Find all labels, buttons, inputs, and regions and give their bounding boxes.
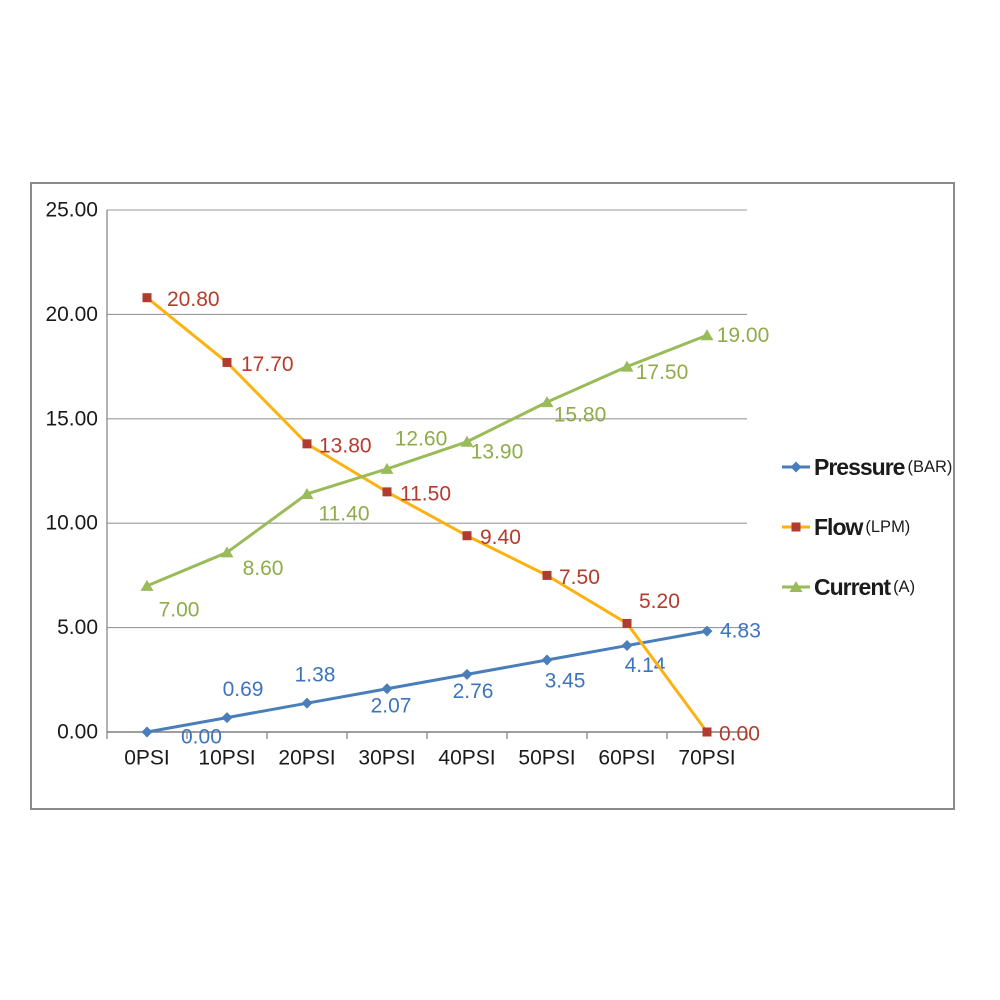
marker-diamond <box>621 640 633 652</box>
data-label: 0.00 <box>719 723 760 746</box>
data-label: 12.60 <box>395 427 448 450</box>
legend-series-unit: (BAR) <box>907 458 952 476</box>
legend-series-name: Pressure <box>814 454 905 480</box>
legend-item-current: Current (A) <box>782 574 915 600</box>
series-line-pressure <box>145 629 709 734</box>
series-current <box>140 329 714 591</box>
data-labels-flow: 20.80 17.70 13.80 11.50 9.40 7.50 5.20 0.00 <box>167 288 760 745</box>
y-axis-labels: 25.00 20.00 15.00 10.00 5.00 0.00 <box>45 199 98 744</box>
legend-series-name: Flow <box>814 514 863 540</box>
chart-frame: 25.00 20.00 15.00 10.00 5.00 0.00 0PSI 10PSI 20P… <box>30 182 955 810</box>
data-labels-current: 7.00 8.60 11.40 12.60 13.90 15.80 17.50 19.00 <box>159 324 770 622</box>
data-label: 7.00 <box>159 598 200 621</box>
x-category-label: 70PSI <box>678 747 735 770</box>
marker-square <box>702 727 712 737</box>
marker-diamond <box>141 726 153 738</box>
data-label: 19.00 <box>717 324 770 347</box>
y-axis-label: 15.00 <box>45 407 98 430</box>
data-label: 15.80 <box>554 404 607 427</box>
series-line-current <box>145 333 709 588</box>
data-label: 13.90 <box>471 440 524 463</box>
marker-square <box>142 293 152 303</box>
marker-triangle <box>540 396 554 408</box>
x-category-label: 50PSI <box>518 747 575 770</box>
marker-square <box>542 570 552 580</box>
x-category-label: 20PSI <box>278 747 335 770</box>
marker-triangle <box>220 546 234 558</box>
data-label: 5.20 <box>639 590 680 613</box>
data-label: 2.76 <box>453 680 494 703</box>
x-category-labels: 0PSI 10PSI 20PSI 30PSI 40PSI 50PSI 60PSI 70PSI <box>124 747 735 770</box>
x-category-label: 40PSI <box>438 747 495 770</box>
marker-diamond <box>221 712 233 724</box>
legend-label: Flow (LPM) <box>814 514 910 540</box>
data-label: 0.69 <box>223 678 264 701</box>
legend: Pressure (BAR) Flow (LPM) Current (A) <box>782 454 952 600</box>
data-label: 4.83 <box>720 620 761 643</box>
y-axis-label: 0.00 <box>57 721 98 744</box>
y-axis-label: 10.00 <box>45 512 98 535</box>
data-label: 13.80 <box>319 434 372 457</box>
marker-square <box>622 618 632 628</box>
marker-diamond <box>541 654 553 666</box>
marker-diamond <box>461 668 473 680</box>
marker-triangle <box>300 487 314 499</box>
marker-diamond <box>301 697 313 709</box>
marker-square <box>382 487 392 497</box>
data-label: 17.70 <box>241 353 294 376</box>
x-category-label: 30PSI <box>358 747 415 770</box>
data-label: 2.07 <box>371 694 412 717</box>
marker-triangle <box>620 360 634 372</box>
data-label: 7.50 <box>559 566 600 589</box>
x-category-label: 60PSI <box>598 747 655 770</box>
legend-label: Current (A) <box>814 574 915 600</box>
x-category-label: 10PSI <box>198 747 255 770</box>
data-label: 9.40 <box>480 526 521 549</box>
y-axis-label: 25.00 <box>45 199 98 222</box>
marker-triangle <box>140 579 154 591</box>
data-label: 11.50 <box>400 482 451 505</box>
data-label: 20.80 <box>167 288 220 311</box>
series-pressure <box>141 625 713 738</box>
legend-series-name: Current <box>814 574 891 600</box>
data-label: 0.00 <box>181 726 222 749</box>
marker-triangle <box>460 435 474 447</box>
marker-square <box>222 357 232 367</box>
x-axis-ticks <box>106 732 748 739</box>
marker-diamond <box>381 683 393 695</box>
x-category-label: 0PSI <box>124 747 170 770</box>
legend-item-flow: Flow (LPM) <box>782 514 910 540</box>
data-label: 3.45 <box>545 669 586 692</box>
marker-square <box>302 439 312 449</box>
data-labels-pressure: 0.000.691.382.072.76 3.454.144.83 <box>181 620 761 749</box>
legend-label: Pressure (BAR) <box>814 454 952 480</box>
marker-diamond <box>701 625 713 637</box>
data-label: 8.60 <box>243 557 284 580</box>
marker-diamond <box>790 461 802 473</box>
data-label: 1.38 <box>295 664 336 687</box>
legend-series-unit: (A) <box>893 578 915 596</box>
marker-square <box>462 531 472 541</box>
y-axis-label: 20.00 <box>45 303 98 326</box>
line-chart: 25.00 20.00 15.00 10.00 5.00 0.00 0PSI 10PSI 20P… <box>45 199 952 770</box>
series-line-flow <box>145 296 709 734</box>
series-flow <box>142 293 712 737</box>
marker-triangle <box>789 581 803 592</box>
data-label: 17.50 <box>636 361 689 384</box>
legend-series-unit: (LPM) <box>865 518 910 536</box>
marker-square <box>791 522 801 532</box>
y-axis-label: 5.00 <box>57 616 98 639</box>
marker-triangle <box>700 329 714 341</box>
legend-item-pressure: Pressure (BAR) <box>782 454 952 480</box>
data-label: 11.40 <box>319 502 370 525</box>
marker-triangle <box>380 462 394 474</box>
